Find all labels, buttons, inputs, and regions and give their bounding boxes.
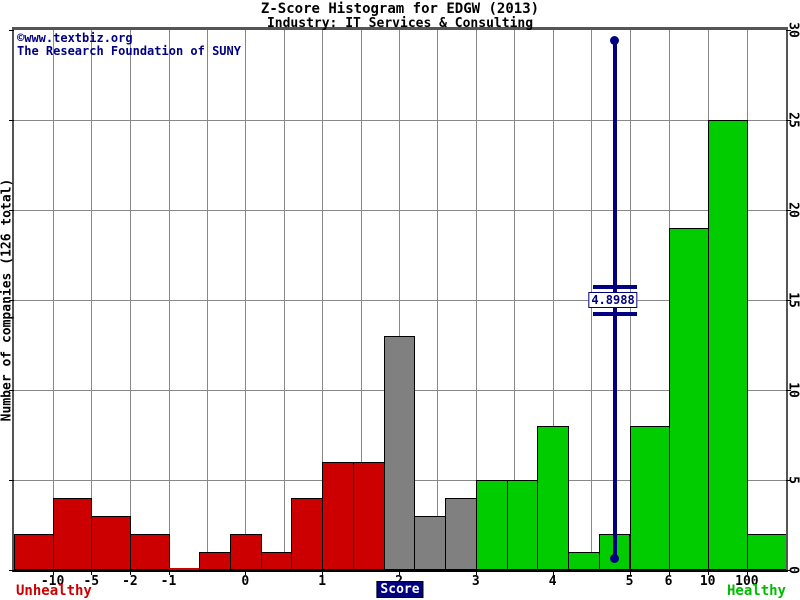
histogram-bar xyxy=(352,462,385,570)
h-gridline xyxy=(14,300,786,301)
v-gridline xyxy=(437,30,439,570)
credits-block: ©www.textbiz.org The Research Foundation … xyxy=(17,32,241,58)
credit-foundation: The Research Foundation of SUNY xyxy=(17,44,241,58)
histogram-bar xyxy=(229,534,262,570)
x-tick-mark xyxy=(629,570,631,575)
histogram-bar xyxy=(322,462,354,570)
x-tick-label: -5 xyxy=(83,574,100,589)
histogram-bar xyxy=(199,552,231,570)
credit-website: ©www.textbiz.org xyxy=(17,31,133,45)
histogram-bar xyxy=(14,534,54,570)
v-gridline xyxy=(475,30,477,570)
y-tick-mark xyxy=(786,570,791,571)
y-tick-mark xyxy=(9,390,14,391)
marker-upper-whisker xyxy=(592,285,637,289)
v-gridline xyxy=(360,30,362,570)
y-tick-label: 20 xyxy=(785,202,800,218)
healthy-zone-label: Healthy xyxy=(726,583,786,599)
v-gridline xyxy=(245,30,247,570)
x-tick-mark xyxy=(399,570,400,575)
y-tick-label: 0 xyxy=(785,566,800,574)
x-tick-label: -1 xyxy=(160,574,177,589)
y-tick-mark xyxy=(786,480,791,481)
histogram-bar xyxy=(260,552,293,570)
x-tick-label: 6 xyxy=(664,574,673,589)
x-tick-mark xyxy=(746,570,748,575)
x-tick-mark xyxy=(707,570,709,575)
marker-bottom-dot xyxy=(610,553,619,563)
y-tick-mark xyxy=(9,30,14,31)
x-tick-mark xyxy=(52,570,54,575)
marker-value-label: 4.8988 xyxy=(588,292,638,308)
histogram-bar xyxy=(445,498,477,570)
marker-top-dot xyxy=(610,35,619,45)
chart-subtitle: Industry: IT Services & Consulting xyxy=(266,16,534,31)
histogram-bar xyxy=(707,120,748,570)
x-tick-label: 0 xyxy=(241,574,250,589)
x-tick-mark xyxy=(322,570,324,575)
v-gridline xyxy=(399,30,400,570)
x-tick-label: 100 xyxy=(735,574,759,589)
v-gridline xyxy=(322,30,324,570)
x-axis-label-badge: Score xyxy=(376,581,424,598)
histogram-bar xyxy=(668,228,709,570)
v-gridline xyxy=(206,30,208,570)
v-gridline xyxy=(514,30,516,570)
y-tick-label: 5 xyxy=(785,476,800,484)
h-gridline xyxy=(14,120,786,121)
v-gridline xyxy=(52,30,54,570)
histogram-bar xyxy=(475,480,508,570)
v-gridline xyxy=(129,30,131,570)
chart-title: Z-Score Histogram for EDGW (2013) xyxy=(260,1,540,17)
histogram-bar xyxy=(129,534,170,570)
histogram-bar xyxy=(291,498,324,570)
y-tick-label: 25 xyxy=(785,112,800,128)
unhealthy-zone-label: Unhealthy xyxy=(16,583,92,599)
histogram-bar xyxy=(168,568,201,570)
x-tick-label: 1 xyxy=(318,574,327,589)
histogram-bar xyxy=(568,552,600,570)
x-tick-mark xyxy=(475,570,477,575)
histogram-bar xyxy=(629,426,670,570)
histogram-bar xyxy=(506,480,539,570)
v-gridline xyxy=(552,30,554,570)
y-tick-mark xyxy=(786,390,791,391)
x-tick-label: 10 xyxy=(699,574,716,589)
x-tick-mark xyxy=(129,570,131,575)
h-gridline xyxy=(14,210,786,211)
y-tick-mark xyxy=(9,300,14,301)
histogram-bar xyxy=(537,426,570,570)
y-tick-mark xyxy=(786,30,791,31)
x-tick-mark xyxy=(668,570,670,575)
y-tick-mark xyxy=(9,480,14,481)
y-tick-mark xyxy=(9,210,14,211)
x-tick-label: 5 xyxy=(625,574,634,589)
histogram-bar xyxy=(91,516,131,570)
x-tick-mark xyxy=(245,570,247,575)
y-tick-mark xyxy=(786,210,791,211)
histogram-bar xyxy=(52,498,93,570)
x-tick-mark xyxy=(168,570,170,575)
marker-lower-whisker xyxy=(592,312,637,316)
v-gridline xyxy=(91,30,93,570)
x-tick-label: 3 xyxy=(471,574,480,589)
y-tick-mark xyxy=(9,570,14,571)
x-tick-label: 4 xyxy=(548,574,557,589)
v-gridline xyxy=(283,30,285,570)
y-tick-mark xyxy=(9,120,14,121)
y-tick-label: 10 xyxy=(785,382,800,398)
x-tick-mark xyxy=(552,570,554,575)
y-tick-mark xyxy=(786,120,791,121)
histogram-bar xyxy=(383,336,416,570)
x-tick-label: -2 xyxy=(122,574,138,589)
histogram-bar xyxy=(746,534,787,570)
histogram-bar xyxy=(414,516,447,570)
y-tick-label: 15 xyxy=(785,292,800,308)
x-tick-label: -10 xyxy=(40,574,65,589)
y-axis-label: Number of companies (126 total) xyxy=(0,178,15,422)
v-gridline xyxy=(168,30,170,570)
x-tick-mark xyxy=(91,570,93,575)
y-tick-mark xyxy=(786,300,791,301)
